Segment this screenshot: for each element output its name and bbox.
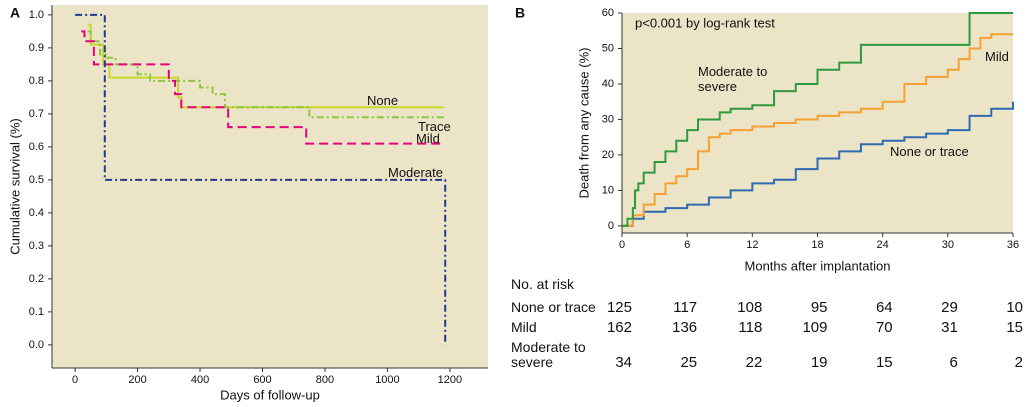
x-tick-label: 36 [1007, 239, 1019, 251]
risk-row-label: Moderate to severe [511, 339, 586, 370]
panel-label: B [515, 5, 525, 21]
series-label: Mild [416, 131, 440, 146]
series-label: Trace [418, 119, 451, 134]
y-tick-label: 0.7 [29, 108, 44, 120]
x-tick-label: 200 [128, 374, 146, 386]
y-tick-label: 40 [602, 78, 614, 90]
risk-count: 108 [737, 299, 763, 316]
y-tick-label: 20 [602, 149, 614, 161]
survival-curve [87, 23, 444, 109]
risk-count: 136 [672, 319, 698, 336]
y-tick-label: 30 [602, 113, 614, 125]
risk-count: 31 [941, 319, 958, 336]
risk-count: 19 [810, 354, 828, 371]
series-label: Mild [985, 49, 1009, 64]
survival-curve [75, 13, 447, 345]
risk-count: 118 [738, 319, 763, 336]
y-axis-label: Death from any cause (%) [576, 47, 591, 198]
y-tick-label: 0.5 [29, 174, 44, 186]
risk-count: 15 [1006, 319, 1023, 336]
risk-count: 117 [673, 299, 698, 316]
y-tick-label: 0.3 [29, 240, 44, 252]
series-label: None or trace [890, 144, 969, 159]
panel-label: A [10, 5, 20, 21]
risk-count: 15 [875, 354, 893, 371]
y-tick-label: 0.1 [29, 306, 44, 318]
risk-count: 162 [606, 319, 632, 336]
y-tick-label: 0.4 [29, 207, 44, 219]
risk-count: 29 [941, 299, 958, 316]
y-tick-label: 0.0 [29, 339, 44, 351]
risk-count: 25 [680, 354, 698, 371]
x-tick-label: 800 [316, 374, 334, 386]
risk-count: 109 [802, 319, 828, 336]
risk-count: 22 [745, 354, 763, 371]
risk-count: 125 [606, 299, 632, 316]
y-tick-label: 50 [602, 42, 614, 54]
y-tick-label: 0.6 [29, 141, 44, 153]
x-tick-label: 24 [877, 239, 889, 251]
series-label: None [367, 93, 399, 108]
risk-count: 6 [949, 354, 958, 371]
y-tick-label: 10 [602, 184, 614, 196]
x-tick-label: 30 [942, 239, 954, 251]
x-tick-label: 18 [811, 239, 823, 251]
x-tick-label: 1000 [375, 374, 399, 386]
y-tick-label: 60 [602, 7, 614, 19]
y-tick-label: 0 [608, 220, 614, 232]
x-axis-label: Months after implantation [745, 258, 891, 273]
risk-count: 64 [875, 299, 893, 316]
risk-count: 34 [615, 354, 632, 371]
survival-curve [87, 30, 444, 119]
x-tick-label: 12 [746, 239, 758, 251]
x-axis-label: Days of follow-up [220, 387, 320, 402]
survival-curve [622, 101, 1014, 227]
risk-table-title: No. at risk [511, 276, 575, 292]
y-tick-label: 1.0 [29, 9, 44, 21]
plot-background [52, 5, 488, 368]
series-label: Moderate [388, 165, 443, 180]
x-tick-label: 600 [253, 374, 271, 386]
y-tick-label: 0.2 [29, 273, 44, 285]
risk-count: 2 [1014, 354, 1023, 371]
risk-count: 95 [810, 299, 828, 316]
x-tick-label: 0 [72, 374, 78, 386]
risk-count: 10 [1006, 299, 1023, 316]
annotation: p<0.001 by log-rank test [635, 15, 775, 30]
y-tick-label: 0.9 [29, 42, 44, 54]
x-tick-label: 6 [684, 239, 690, 251]
survival-curve [622, 33, 1013, 227]
x-tick-label: 1200 [438, 374, 462, 386]
y-tick-label: 0.8 [29, 75, 44, 87]
risk-row-label: Mild [511, 319, 537, 335]
risk-count: 70 [875, 319, 893, 336]
plot-background [622, 13, 1013, 233]
survival-curve [622, 12, 1013, 227]
x-tick-label: 0 [619, 239, 625, 251]
series-label: Moderate to severe [698, 64, 768, 94]
y-axis-label: Cumulative survival (%) [7, 118, 22, 255]
risk-row-label: None or trace [511, 299, 596, 315]
x-tick-label: 400 [191, 374, 209, 386]
